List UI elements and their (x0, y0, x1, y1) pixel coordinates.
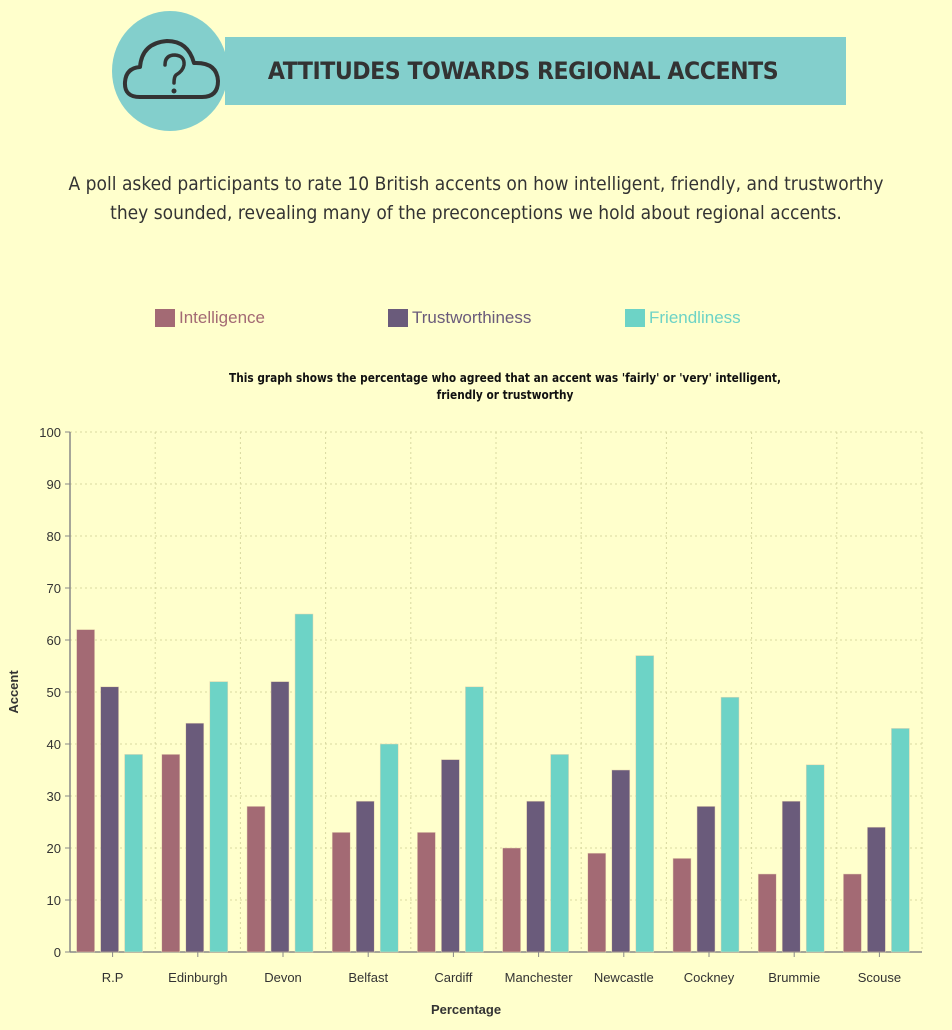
bar-intelligence-rp (76, 629, 95, 953)
bar-trustworthiness-belfast (355, 800, 375, 953)
y-tick-label: 40 (47, 737, 61, 752)
bar-intelligence-edinburgh (161, 754, 181, 953)
title-banner (225, 37, 846, 105)
y-tick-label: 10 (47, 893, 61, 908)
bar-friendliness-brummie (805, 764, 825, 953)
x-tick-label: Edinburgh (168, 970, 227, 985)
legend-label: Friendliness (649, 308, 741, 327)
intro-text: A poll asked participants to rate 10 Bri… (68, 173, 884, 224)
bar-intelligence-devon (246, 806, 266, 953)
bar-trustworthiness-edinburgh (185, 722, 205, 953)
page-title: ATTITUDES TOWARDS REGIONAL ACCENTS (267, 57, 779, 85)
bar-intelligence-scouse (843, 873, 862, 953)
y-axis-label: Accent (6, 670, 21, 714)
bar-intelligence-cockney (672, 858, 692, 953)
x-tick-label: Brummie (768, 970, 820, 985)
x-tick-label: Manchester (505, 970, 574, 985)
bar-trustworthiness-rp (100, 686, 119, 953)
bar-friendliness-newcastle (635, 655, 655, 953)
bar-intelligence-belfast (331, 832, 351, 953)
bar-trustworthiness-manchester (526, 800, 545, 953)
bar-friendliness-manchester (550, 754, 569, 953)
bar-trustworthiness-newcastle (611, 769, 631, 953)
x-tick-label: Belfast (348, 970, 388, 985)
y-tick-label: 50 (47, 685, 61, 700)
y-tick-label: 30 (47, 789, 61, 804)
y-tick-label: 60 (47, 633, 61, 648)
y-tick-label: 100 (39, 425, 61, 440)
bar-trustworthiness-cockney (696, 806, 716, 953)
legend-label: Trustworthiness (412, 308, 532, 327)
x-tick-label: Cockney (684, 970, 735, 985)
legend-swatch (625, 309, 645, 327)
y-tick-label: 20 (47, 841, 61, 856)
bar-trustworthiness-scouse (867, 826, 886, 953)
chart-title: This graph shows the percentage who agre… (229, 371, 781, 402)
bar-intelligence-cardiff (417, 832, 436, 953)
bar-friendliness-cardiff (465, 686, 484, 953)
cloud-question-icon (122, 39, 220, 99)
legend-trustworthiness[interactable]: Trustworthiness (388, 308, 531, 328)
legend-label: Intelligence (179, 308, 266, 327)
bar-friendliness-belfast (379, 743, 399, 953)
x-tick-label: Devon (264, 970, 302, 985)
bar-intelligence-brummie (757, 873, 777, 953)
x-axis-label: Percentage (431, 1002, 501, 1017)
bar-trustworthiness-brummie (781, 800, 801, 953)
legend-intelligence[interactable]: Intelligence (155, 308, 265, 328)
y-tick-label: 70 (47, 581, 61, 596)
y-tick-label: 0 (54, 945, 61, 960)
y-tick-label: 90 (47, 477, 61, 492)
bar-intelligence-newcastle (587, 852, 607, 953)
bar-intelligence-manchester (502, 847, 521, 953)
bar-friendliness-rp (124, 754, 143, 953)
x-tick-label: Cardiff (434, 970, 472, 985)
bar-friendliness-cockney (720, 696, 740, 953)
legend-swatch (155, 309, 175, 327)
x-tick-label: Scouse (858, 970, 901, 985)
legend-swatch (388, 309, 408, 327)
legend-friendliness[interactable]: Friendliness (625, 308, 741, 328)
bar-friendliness-devon (294, 613, 314, 953)
bar-friendliness-scouse (891, 728, 910, 953)
bar-friendliness-edinburgh (209, 681, 229, 953)
y-tick-label: 80 (47, 529, 61, 544)
bar-trustworthiness-cardiff (441, 759, 460, 953)
x-tick-label: R.P (102, 970, 124, 985)
bar-trustworthiness-devon (270, 681, 290, 953)
x-tick-label: Newcastle (594, 970, 654, 985)
